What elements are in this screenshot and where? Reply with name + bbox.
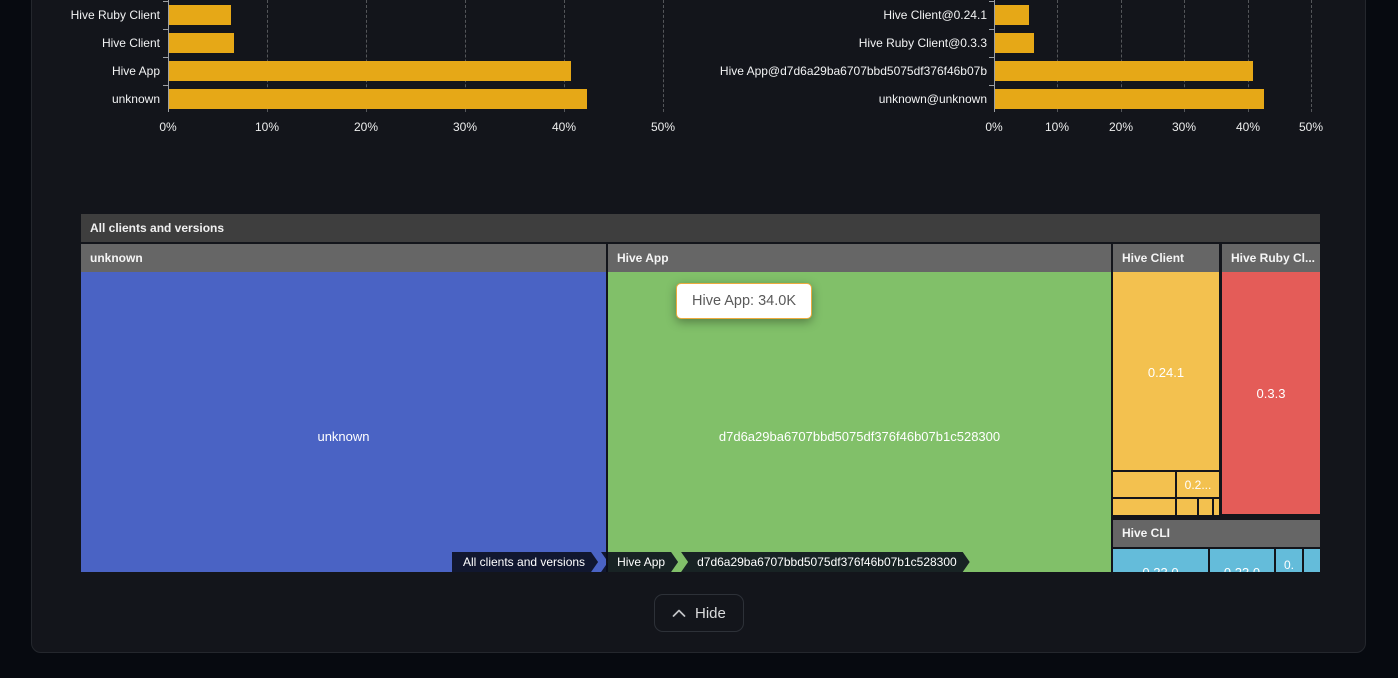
tooltip: Hive App: 34.0K — [676, 283, 812, 319]
bar-hive-client[interactable] — [169, 33, 234, 53]
gridline — [1248, 0, 1249, 112]
treemap-section-header-hive-ruby-client[interactable]: Hive Ruby Cl... — [1222, 244, 1320, 272]
axis-tick — [163, 57, 168, 58]
x-tick-label: 40% — [551, 120, 577, 134]
gridline — [267, 0, 268, 112]
x-tick-label: 50% — [1298, 120, 1324, 134]
gridline — [663, 0, 664, 112]
treemap-tile-hive-client-0241[interactable] — [1113, 272, 1219, 470]
axis-tick — [989, 85, 994, 86]
x-tick-label: 50% — [650, 120, 676, 134]
treemap-section-header-hive-cli[interactable]: Hive CLI — [1113, 520, 1320, 547]
gridline — [1311, 0, 1312, 112]
treemap-tile-hive-client-minor[interactable] — [1177, 499, 1197, 515]
gridline — [1184, 0, 1185, 112]
x-tick-label: 0% — [159, 120, 177, 134]
treemap-tile-hive-cli-0230[interactable] — [1113, 549, 1208, 572]
x-tick-label: 10% — [254, 120, 280, 134]
treemap-tile-hive-client-02[interactable] — [1177, 472, 1219, 497]
gridline — [1121, 0, 1122, 112]
hide-button[interactable]: Hide — [654, 594, 744, 632]
category-label: unknown@unknown — [878, 92, 987, 106]
breadcrumb-item-hive-app[interactable]: Hive App — [601, 552, 678, 572]
treemap-tile-label: 0.23.0 — [1113, 566, 1208, 572]
treemap-tile-hive-cli-minor[interactable] — [1304, 549, 1320, 572]
treemap-root-header[interactable]: All clients and versions — [81, 214, 1320, 242]
gridline — [564, 0, 565, 112]
treemap-tile-hive-client-minor[interactable] — [1199, 499, 1212, 515]
x-tick-label: 0% — [985, 120, 1003, 134]
breadcrumb-item-root[interactable]: All clients and versions — [452, 552, 598, 572]
x-tick-label: 20% — [1108, 120, 1134, 134]
bar-hive-app-hash[interactable] — [995, 61, 1253, 81]
axis-tick — [163, 85, 168, 86]
treemap-tile-hive-ruby-033[interactable] — [1222, 272, 1320, 514]
axis-tick — [989, 1, 994, 2]
breadcrumb-item-hash[interactable]: d7d6a29ba6707bbd5075df376f46b07b1c528300 — [681, 552, 970, 572]
category-label: Hive Ruby Client — [70, 8, 160, 22]
treemap-tile-label: 0. — [1283, 558, 1294, 572]
category-label: Hive App — [111, 64, 160, 78]
axis-tick — [163, 1, 168, 2]
x-tick-label: 40% — [1235, 120, 1261, 134]
chevron-up-icon — [672, 609, 686, 617]
bar-unknown[interactable] — [169, 89, 587, 109]
y-axis-line — [994, 0, 995, 112]
bar-hive-ruby-client[interactable] — [169, 5, 231, 25]
gridline — [1057, 0, 1058, 112]
category-label: unknown — [111, 92, 160, 106]
x-tick-label: 30% — [452, 120, 478, 134]
x-tick-label: 20% — [353, 120, 379, 134]
treemap-tile-unknown[interactable] — [81, 272, 606, 572]
treemap-tile-hive-client-minor[interactable] — [1113, 499, 1175, 515]
category-label: Hive Client@0.24.1 — [883, 8, 987, 22]
axis-tick — [163, 29, 168, 30]
y-axis-line — [168, 0, 169, 112]
x-tick-label: 30% — [1171, 120, 1197, 134]
category-label: Hive Ruby Client@0.3.3 — [858, 36, 987, 50]
gridline — [366, 0, 367, 112]
category-label: Hive Client — [101, 36, 160, 50]
treemap-tile-hive-client-minor[interactable] — [1214, 499, 1219, 515]
treemap-tile-label: 0.3.3 — [1256, 387, 1286, 401]
bar-hive-app[interactable] — [169, 61, 571, 81]
treemap-tile-label: 0.23.0 — [1210, 566, 1274, 572]
treemap-tile-label: unknown — [317, 430, 370, 444]
treemap-tile-hive-app-hash[interactable] — [608, 272, 1111, 572]
treemap-tile-label: 0.24.1 — [1147, 366, 1185, 380]
bar-hive-ruby-client-033[interactable] — [995, 33, 1034, 53]
treemap-section-header-hive-client[interactable]: Hive Client — [1113, 244, 1219, 272]
bar-unknown-unknown[interactable] — [995, 89, 1264, 109]
treemap-tile-hive-cli-0230b[interactable] — [1210, 549, 1274, 572]
treemap-section-header-hive-app[interactable]: Hive App — [608, 244, 1111, 272]
axis-tick — [989, 29, 994, 30]
treemap-tile-hive-client-minor[interactable] — [1113, 472, 1175, 497]
treemap-tile-hive-cli-0[interactable] — [1276, 549, 1302, 572]
treemap-breadcrumb: All clients and versions Hive App d7d6a2… — [452, 552, 970, 572]
category-label: Hive App@d7d6a29ba6707bbd5075df376f46b07… — [719, 64, 987, 78]
treemap-tile-label: d7d6a29ba6707bbd5075df376f46b07b1c528300 — [718, 430, 1001, 444]
treemap-chart: All clients and versions unknown unknown… — [81, 214, 1320, 572]
treemap-section-header-unknown[interactable]: unknown — [81, 244, 606, 272]
gridline — [465, 0, 466, 112]
treemap-tile-label: 0.2... — [1184, 478, 1212, 492]
x-tick-label: 10% — [1044, 120, 1070, 134]
hide-button-label: Hide — [695, 604, 726, 622]
bar-hive-client-0241[interactable] — [995, 5, 1029, 25]
axis-tick — [989, 57, 994, 58]
